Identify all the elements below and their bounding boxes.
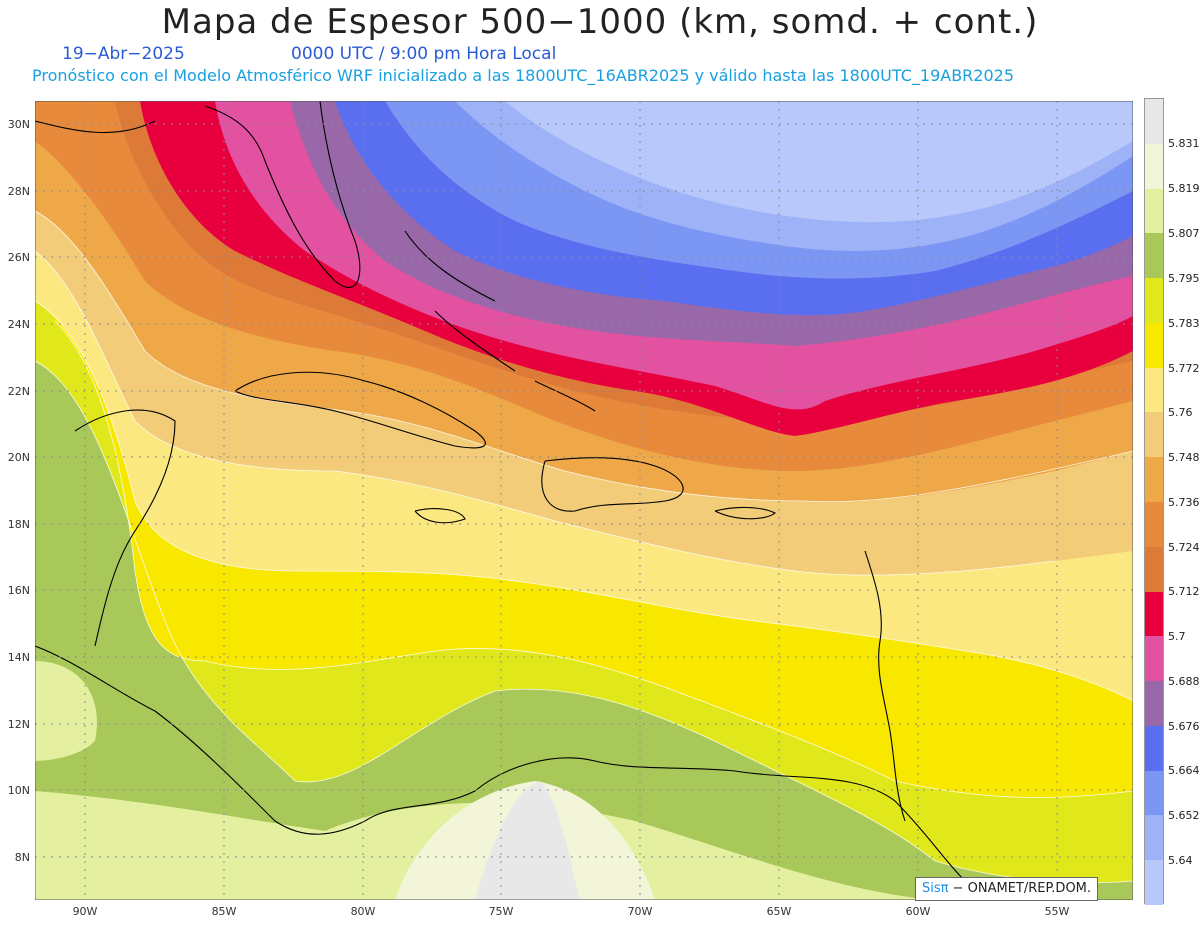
lat-lon-grid: [35, 101, 1133, 900]
lat-label-24n: 24N: [7, 318, 30, 331]
thickness-map: [35, 101, 1133, 900]
south-america: [364, 757, 1056, 900]
valid-time: 0000 UTC / 9:00 pm Hora Local: [291, 44, 557, 64]
colorbar-label: 5.736: [1168, 496, 1200, 509]
lat-label-16n: 16N: [7, 584, 30, 597]
coastlines: [35, 101, 1056, 900]
colorbar-label: 5.688: [1168, 675, 1200, 688]
credit-sis: Sis: [922, 881, 941, 896]
colorbar-segment: [1145, 546, 1163, 593]
lat-label-8n: 8N: [14, 851, 30, 864]
lon-label-65w: 65W: [766, 905, 792, 918]
central-america: [35, 645, 366, 835]
lon-label-75w: 75W: [488, 905, 514, 918]
contour-lines: [35, 210, 1133, 883]
colorbar-label: 5.748: [1168, 451, 1200, 464]
colorbar-segment: [1145, 322, 1163, 369]
lesser-antilles: [864, 550, 906, 822]
lat-label-12n: 12N: [7, 718, 30, 731]
florida-coast: [204, 101, 361, 288]
colorbar-segment: [1145, 233, 1163, 279]
colorbar-label: 5.831: [1168, 137, 1200, 150]
colorbar-label: 5.7: [1168, 630, 1186, 643]
credit-box: Sisπ − ONAMET/REP.DOM.: [915, 877, 1099, 901]
lat-label-22n: 22N: [7, 385, 30, 398]
lat-label-26n: 26N: [7, 251, 30, 264]
band-5807-west: [35, 661, 97, 761]
colorbar-label: 5.652: [1168, 809, 1200, 822]
jamaica: [414, 508, 466, 524]
colorbar-label: 5.676: [1168, 720, 1200, 733]
colorbar-label: 5.819: [1168, 182, 1200, 195]
lon-label-90w: 90W: [72, 905, 98, 918]
lon-label-55w: 55W: [1044, 905, 1070, 918]
colorbar-segment: [1145, 591, 1163, 637]
lon-label-70w: 70W: [627, 905, 653, 918]
cuba: [234, 371, 486, 449]
colorbar-segment: [1145, 681, 1163, 727]
colorbar-segment: [1145, 412, 1163, 458]
lat-label-14n: 14N: [7, 651, 30, 664]
forecast-description: Pronóstico con el Modelo Atmosférico WRF…: [32, 66, 1015, 85]
puerto-rico: [714, 506, 777, 520]
lon-label-80w: 80W: [350, 905, 376, 918]
credit-onamet: − ONAMET/REP.DOM.: [952, 881, 1092, 896]
lat-label-18n: 18N: [7, 518, 30, 531]
colorbar-segment: [1145, 502, 1163, 548]
lat-label-10n: 10N: [7, 784, 30, 797]
yucatan: [74, 409, 176, 647]
colorbar-label: 5.783: [1168, 317, 1200, 330]
colorbar-segment: [1145, 770, 1163, 816]
band-5628: [505, 101, 1133, 223]
colorbar-segment: [1145, 188, 1163, 234]
map-title: Mapa de Espesor 500−1000 (km, somd. + co…: [161, 2, 1039, 42]
colorbar-label: 5.76: [1168, 406, 1193, 419]
gulf-coast: [35, 120, 156, 134]
colorbar-label: 5.724: [1168, 541, 1200, 554]
colorbar-segment: [1145, 860, 1163, 906]
bahamas: [404, 230, 596, 412]
colorbar-label: 5.664: [1168, 764, 1200, 777]
colorbar-label: 5.795: [1168, 272, 1200, 285]
colorbar-label: 5.807: [1168, 227, 1200, 240]
colorbar-label: 5.772: [1168, 362, 1200, 375]
colorbar-segment: [1145, 367, 1163, 413]
colorbar: [1144, 98, 1164, 906]
colorbar-label: 5.64: [1168, 854, 1193, 867]
lat-label-20n: 20N: [7, 451, 30, 464]
lat-label-28n: 28N: [7, 185, 30, 198]
colorbar-segment: [1145, 457, 1163, 503]
colorbar-segment: [1145, 278, 1163, 324]
colorbar-segment: [1145, 99, 1163, 145]
valid-date: 19−Abr−2025: [62, 44, 185, 64]
colorbar-segment: [1145, 143, 1163, 190]
lon-label-85w: 85W: [211, 905, 237, 918]
credit-pi: π: [940, 881, 949, 896]
colorbar-segment: [1145, 725, 1163, 772]
hispaniola: [541, 457, 684, 512]
lon-label-60w: 60W: [905, 905, 931, 918]
colorbar-label: 5.712: [1168, 585, 1200, 598]
lat-label-30n: 30N: [7, 118, 30, 131]
colorbar-segment: [1145, 636, 1163, 682]
colorbar-segment: [1145, 815, 1163, 861]
